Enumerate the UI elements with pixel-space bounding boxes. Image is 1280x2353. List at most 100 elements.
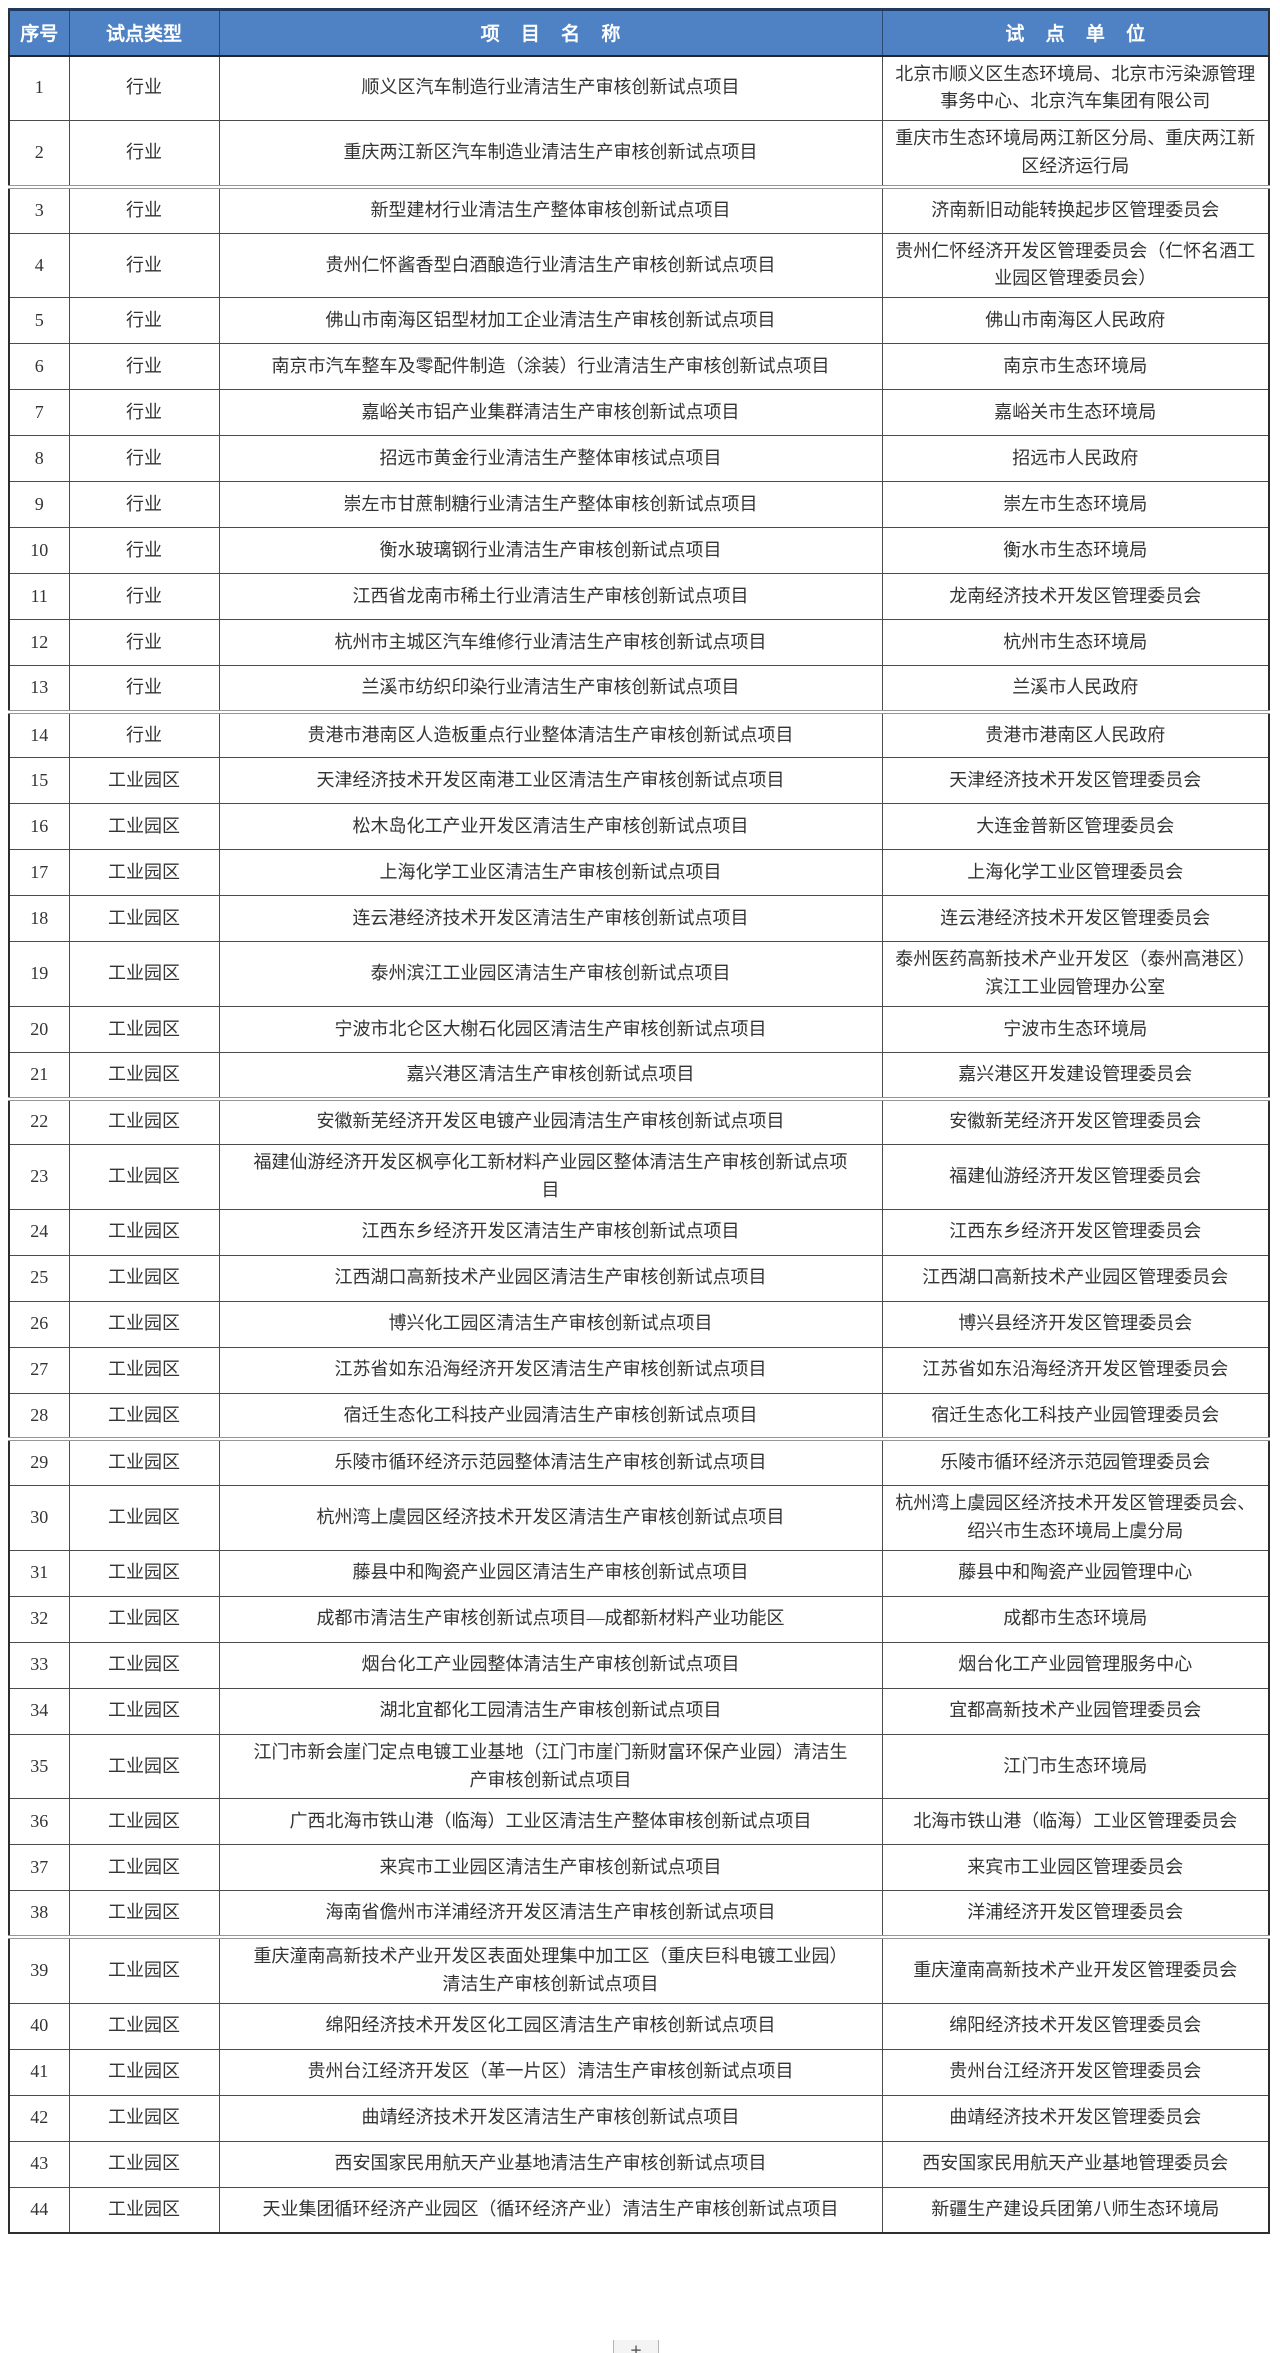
table-add-button[interactable]: +	[613, 2340, 659, 2353]
cell-pilot-type: 工业园区	[68, 2048, 220, 2096]
table-row: 2 行业 重庆两江新区汽车制造业清洁生产审核创新试点项目 重庆市生态环境局两江新…	[8, 120, 1270, 188]
cell-pilot-type: 行业	[68, 54, 220, 122]
cell-pilot-type: 工业园区	[68, 1254, 220, 1302]
cell-pilot-unit: 连云港经济技术开发区管理委员会	[881, 895, 1270, 943]
cell-serial-number: 37	[8, 1844, 70, 1892]
cell-pilot-type: 行业	[68, 481, 220, 529]
cell-serial-number: 44	[8, 2186, 70, 2234]
cell-serial-number: 20	[8, 1006, 70, 1054]
cell-pilot-type: 工业园区	[68, 1208, 220, 1256]
cell-project-name: 贵州台江经济开发区（革一片区）清洁生产审核创新试点项目	[218, 2048, 883, 2096]
cell-pilot-type: 工业园区	[68, 2140, 220, 2188]
cell-pilot-type: 工业园区	[68, 895, 220, 943]
table-row: 25 工业园区 江西湖口高新技术产业园区清洁生产审核创新试点项目 江西湖口高新技…	[8, 1254, 1270, 1302]
cell-pilot-type: 工业园区	[68, 2186, 220, 2234]
cell-pilot-unit: 江苏省如东沿海经济开发区管理委员会	[881, 1346, 1270, 1394]
cell-serial-number: 42	[8, 2094, 70, 2142]
cell-project-name: 佛山市南海区铝型材加工企业清洁生产审核创新试点项目	[218, 297, 883, 345]
table-row: 29 工业园区 乐陵市循环经济示范园整体清洁生产审核创新试点项目 乐陵市循环经济…	[8, 1437, 1270, 1486]
table-row: 23 工业园区 福建仙游经济开发区枫亭化工新材料产业园区整体清洁生产审核创新试点…	[8, 1144, 1270, 1210]
cell-pilot-unit: 大连金普新区管理委员会	[881, 803, 1270, 851]
cell-project-name: 博兴化工园区清洁生产审核创新试点项目	[218, 1300, 883, 1348]
cell-serial-number: 40	[8, 2002, 70, 2050]
plus-icon: +	[629, 2341, 643, 2353]
cell-project-name: 广西北海市铁山港（临海）工业区清洁生产整体审核创新试点项目	[218, 1798, 883, 1846]
cell-pilot-unit: 来宾市工业园区管理委员会	[881, 1844, 1270, 1892]
cell-serial-number: 22	[8, 1096, 70, 1146]
cell-serial-number: 10	[8, 527, 70, 575]
cell-pilot-unit: 江门市生态环境局	[881, 1733, 1270, 1800]
cell-pilot-unit: 杭州湾上虞园区经济技术开发区管理委员会、绍兴市生态环境局上虞分局	[881, 1484, 1270, 1551]
cell-serial-number: 35	[8, 1733, 70, 1800]
cell-pilot-type: 工业园区	[68, 1641, 220, 1689]
cell-serial-number: 16	[8, 803, 70, 851]
cell-project-name: 江门市新会崖门定点电镀工业基地（江门市崖门新财富环保产业园）清洁生产审核创新试点…	[218, 1733, 883, 1800]
table-row: 27 工业园区 江苏省如东沿海经济开发区清洁生产审核创新试点项目 江苏省如东沿海…	[8, 1346, 1270, 1394]
table-row: 41 工业园区 贵州台江经济开发区（革一片区）清洁生产审核创新试点项目 贵州台江…	[8, 2048, 1270, 2096]
cell-serial-number: 13	[8, 665, 70, 713]
table-row: 32 工业园区 成都市清洁生产审核创新试点项目—成都新材料产业功能区 成都市生态…	[8, 1595, 1270, 1643]
table-row: 36 工业园区 广西北海市铁山港（临海）工业区清洁生产整体审核创新试点项目 北海…	[8, 1798, 1270, 1846]
cell-project-name: 嘉峪关市铝产业集群清洁生产审核创新试点项目	[218, 389, 883, 437]
cell-pilot-type: 工业园区	[68, 1844, 220, 1892]
table-row: 40 工业园区 绵阳经济技术开发区化工园区清洁生产审核创新试点项目 绵阳经济技术…	[8, 2002, 1270, 2050]
cell-pilot-unit: 兰溪市人民政府	[881, 665, 1270, 713]
cell-serial-number: 33	[8, 1641, 70, 1689]
table-row: 12 行业 杭州市主城区汽车维修行业清洁生产审核创新试点项目 杭州市生态环境局	[8, 619, 1270, 667]
cell-pilot-unit: 西安国家民用航天产业基地管理委员会	[881, 2140, 1270, 2188]
cell-project-name: 成都市清洁生产审核创新试点项目—成都新材料产业功能区	[218, 1595, 883, 1643]
cell-project-name: 重庆两江新区汽车制造业清洁生产审核创新试点项目	[218, 120, 883, 188]
table-row: 6 行业 南京市汽车整车及零配件制造（涂装）行业清洁生产审核创新试点项目 南京市…	[8, 343, 1270, 391]
cell-pilot-unit: 安徽新芜经济开发区管理委员会	[881, 1096, 1270, 1146]
table-row: 18 工业园区 连云港经济技术开发区清洁生产审核创新试点项目 连云港经济技术开发…	[8, 895, 1270, 943]
cell-pilot-unit: 天津经济技术开发区管理委员会	[881, 757, 1270, 805]
cell-pilot-unit: 贵港市港南区人民政府	[881, 709, 1270, 759]
cell-pilot-unit: 宿迁生态化工科技产业园管理委员会	[881, 1392, 1270, 1440]
cell-project-name: 乐陵市循环经济示范园整体清洁生产审核创新试点项目	[218, 1437, 883, 1486]
cell-pilot-unit: 乐陵市循环经济示范园管理委员会	[881, 1437, 1270, 1486]
table-row: 44 工业园区 天业集团循环经济产业园区（循环经济产业）清洁生产审核创新试点项目…	[8, 2186, 1270, 2234]
cell-pilot-type: 工业园区	[68, 1052, 220, 1100]
cell-project-name: 绵阳经济技术开发区化工园区清洁生产审核创新试点项目	[218, 2002, 883, 2050]
cell-serial-number: 26	[8, 1300, 70, 1348]
cell-serial-number: 2	[8, 120, 70, 188]
cell-pilot-unit: 南京市生态环境局	[881, 343, 1270, 391]
cell-serial-number: 21	[8, 1052, 70, 1100]
cell-project-name: 兰溪市纺织印染行业清洁生产审核创新试点项目	[218, 665, 883, 713]
header-project-name: 项 目 名 称	[218, 9, 883, 57]
table-row: 37 工业园区 来宾市工业园区清洁生产审核创新试点项目 来宾市工业园区管理委员会	[8, 1844, 1270, 1892]
cell-serial-number: 4	[8, 232, 70, 299]
cell-pilot-type: 工业园区	[68, 1934, 220, 2004]
header-pilot-type: 试点类型	[68, 9, 220, 57]
cell-pilot-type: 行业	[68, 389, 220, 437]
cell-project-name: 招远市黄金行业清洁生产整体审核试点项目	[218, 435, 883, 483]
cell-pilot-type: 工业园区	[68, 1144, 220, 1210]
cell-pilot-type: 工业园区	[68, 1392, 220, 1440]
cell-project-name: 安徽新芜经济开发区电镀产业园清洁生产审核创新试点项目	[218, 1096, 883, 1146]
cell-project-name: 天业集团循环经济产业园区（循环经济产业）清洁生产审核创新试点项目	[218, 2186, 883, 2234]
cell-project-name: 江西东乡经济开发区清洁生产审核创新试点项目	[218, 1208, 883, 1256]
cell-pilot-unit: 贵州台江经济开发区管理委员会	[881, 2048, 1270, 2096]
table-row: 10 行业 衡水玻璃钢行业清洁生产审核创新试点项目 衡水市生态环境局	[8, 527, 1270, 575]
cell-pilot-type: 工业园区	[68, 1890, 220, 1938]
cell-serial-number: 32	[8, 1595, 70, 1643]
table-body: 1 行业 顺义区汽车制造行业清洁生产审核创新试点项目 北京市顺义区生态环境局、北…	[8, 54, 1270, 2234]
cell-serial-number: 38	[8, 1890, 70, 1938]
pilot-projects-table: 序号 试点类型 项 目 名 称 试 点 单 位 1 行业 顺义区汽车制造行业清洁…	[8, 8, 1270, 2235]
cell-pilot-unit: 崇左市生态环境局	[881, 481, 1270, 529]
cell-pilot-unit: 绵阳经济技术开发区管理委员会	[881, 2002, 1270, 2050]
cell-project-name: 宿迁生态化工科技产业园清洁生产审核创新试点项目	[218, 1392, 883, 1440]
table-row: 1 行业 顺义区汽车制造行业清洁生产审核创新试点项目 北京市顺义区生态环境局、北…	[8, 54, 1270, 122]
header-pilot-unit: 试 点 单 位	[881, 9, 1270, 57]
cell-project-name: 新型建材行业清洁生产整体审核创新试点项目	[218, 185, 883, 234]
cell-pilot-type: 工业园区	[68, 1687, 220, 1735]
cell-project-name: 上海化学工业区清洁生产审核创新试点项目	[218, 849, 883, 897]
cell-project-name: 顺义区汽车制造行业清洁生产审核创新试点项目	[218, 54, 883, 122]
table-row: 43 工业园区 西安国家民用航天产业基地清洁生产审核创新试点项目 西安国家民用航…	[8, 2140, 1270, 2188]
table-row: 24 工业园区 江西东乡经济开发区清洁生产审核创新试点项目 江西东乡经济开发区管…	[8, 1208, 1270, 1256]
cell-serial-number: 31	[8, 1549, 70, 1597]
cell-pilot-type: 行业	[68, 185, 220, 234]
cell-pilot-unit: 江西东乡经济开发区管理委员会	[881, 1208, 1270, 1256]
cell-pilot-unit: 烟台化工产业园管理服务中心	[881, 1641, 1270, 1689]
cell-serial-number: 41	[8, 2048, 70, 2096]
